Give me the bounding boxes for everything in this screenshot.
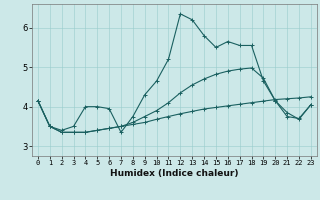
X-axis label: Humidex (Indice chaleur): Humidex (Indice chaleur) <box>110 169 239 178</box>
